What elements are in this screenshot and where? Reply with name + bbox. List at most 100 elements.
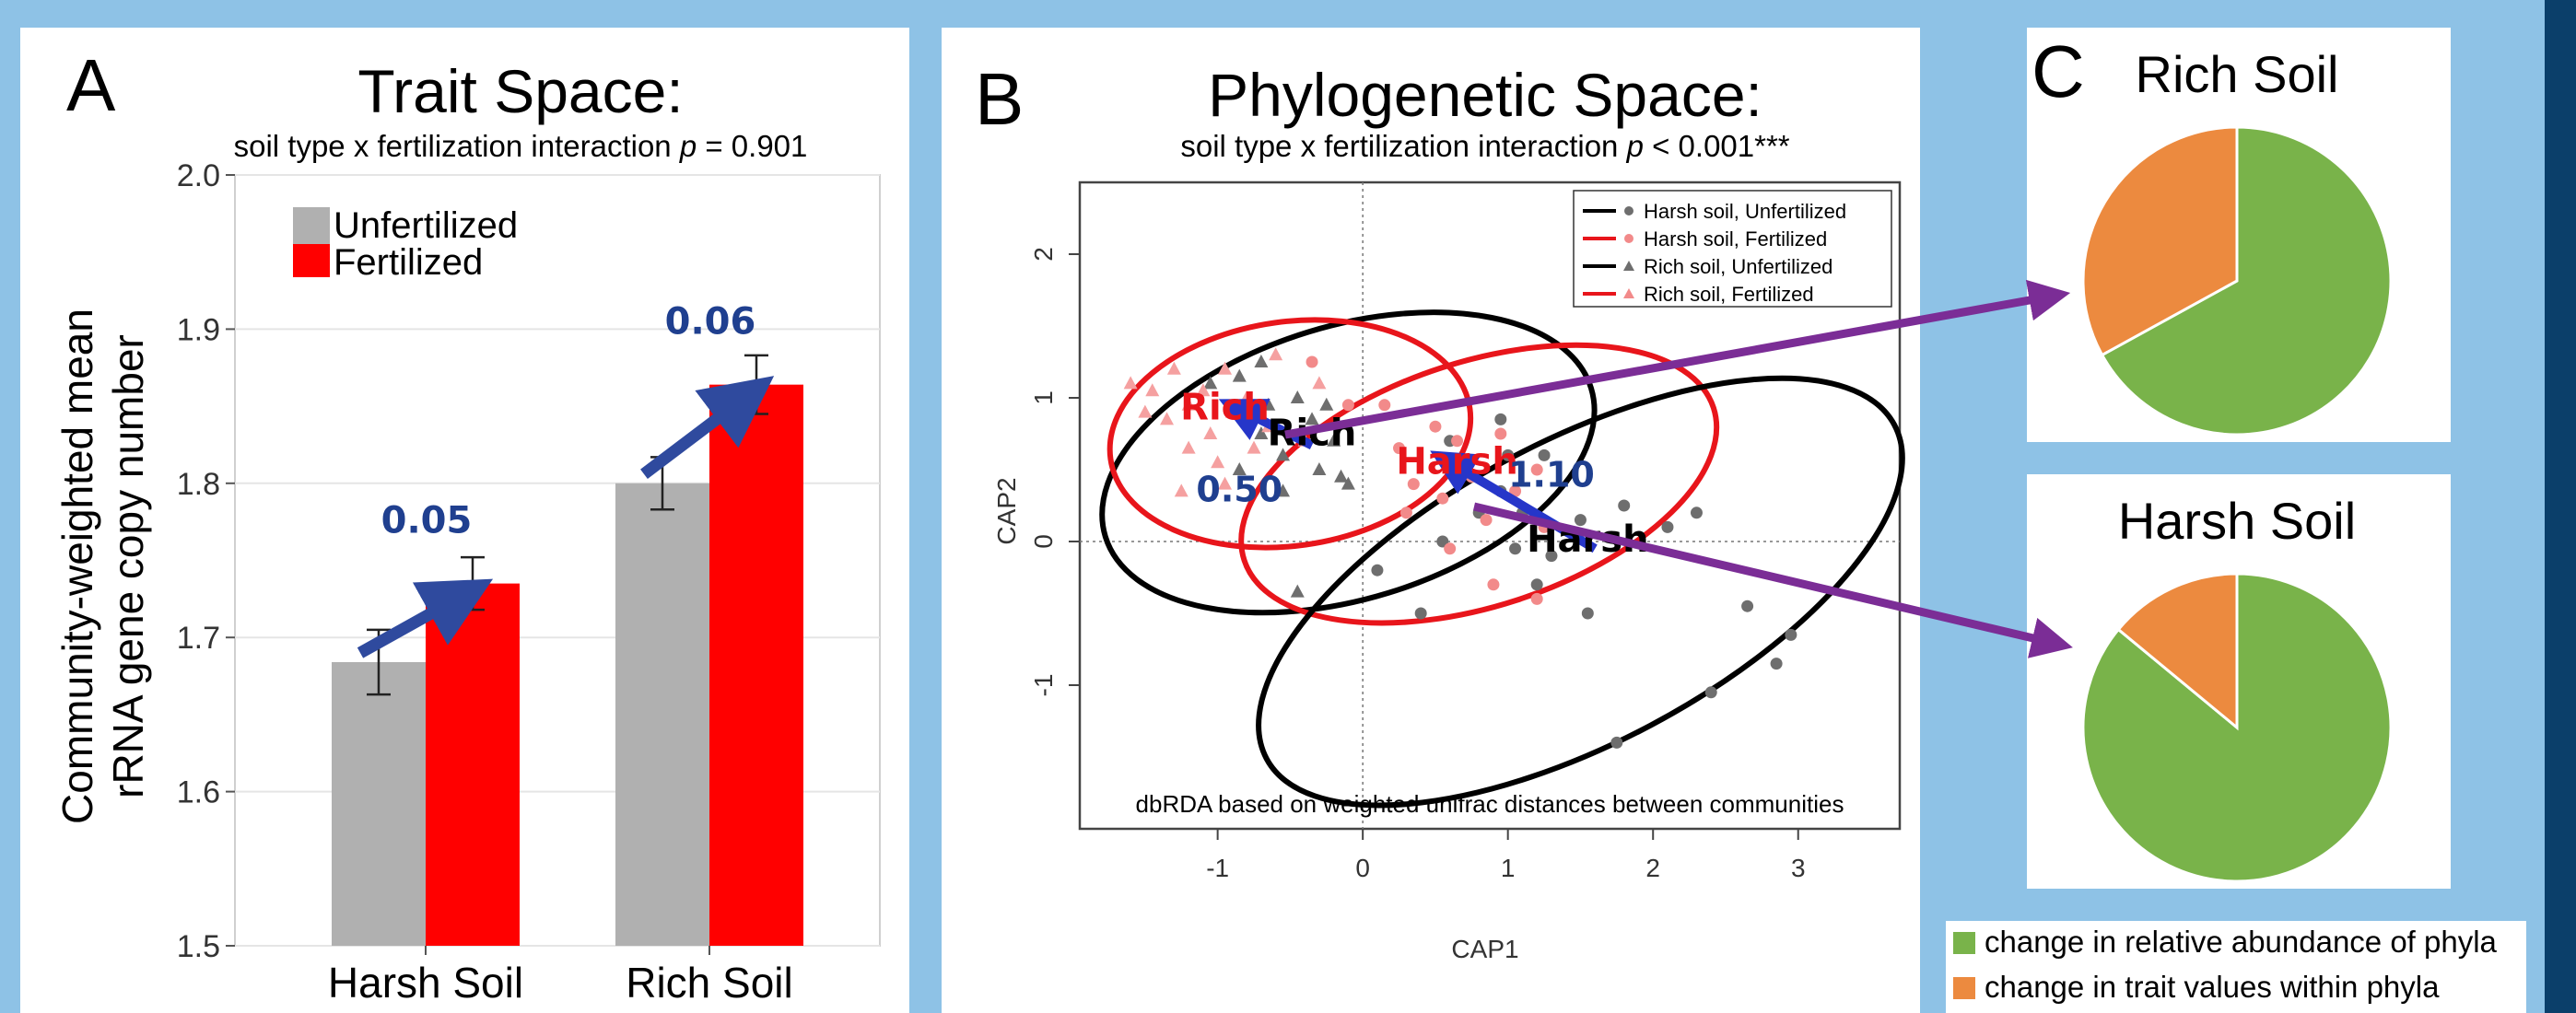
point [1341,399,1354,412]
confidence-ellipse [1107,317,1474,551]
x-tick-label: 0 [1355,854,1370,882]
point [1276,448,1291,461]
arrow-rich-to-pie [1284,279,2071,439]
distance-label: 0.50 [1196,469,1282,509]
y-tick-label: 1.6 [177,775,220,810]
point [1436,492,1449,505]
point [1444,542,1457,555]
x-tick-label: 3 [1791,854,1806,882]
point [1290,390,1305,403]
point [1502,448,1515,461]
legend-marker [1623,288,1634,298]
bar-unfertilized-0 [332,661,426,946]
panel-a-plot: 1.5 1.6 1.7 1.8 1.9 2.0 Harsh Soil 0.05 Rich Soi… [177,158,881,1007]
y-tick-label: 2.0 [177,158,220,193]
point [1393,442,1406,455]
panel-a-ylabel-line2: rRNA gene copy number [104,334,152,798]
legend-marker [1624,234,1633,243]
legend-label-unfertilized: Unfertilized [334,205,518,246]
point [1232,462,1247,475]
point [1785,628,1797,641]
centroid-label: Harsh [1396,441,1517,483]
point [1269,347,1283,361]
centroid-shift-arrow [1218,399,1315,449]
point [1218,476,1233,490]
point [1574,514,1587,527]
point [1312,376,1327,390]
point [1123,376,1138,390]
point [1160,412,1175,425]
shift-value-label: 0.05 [381,500,473,542]
centroid-label: Rich [1180,386,1270,428]
panel-a: A Trait Space: soil type x fertilization… [53,44,881,1007]
point [1276,483,1291,497]
legend-swatch-trait [1953,977,1975,999]
panel-b: B Phylogenetic Space: soil type x fertil… [975,58,1905,963]
panel-b-ylabel: CAP2 [992,477,1021,544]
point [1312,462,1327,475]
point [1145,383,1160,397]
confidence-ellipse [1238,342,1720,626]
point [1538,448,1551,461]
panel-b-footnote: dbRDA based on weighted unifrac distance… [1136,790,1844,818]
pie-slice-trait [2081,125,2239,357]
y-tick-label: 1.9 [177,312,220,347]
x-tick-label: -1 [1206,854,1229,882]
point [1290,584,1305,598]
pie-title-rich: Rich Soil [2136,45,2339,103]
panel-b-letter: B [975,58,1024,140]
x-tick-label: Rich Soil [626,959,793,1007]
scatter-legend-label: Rich soil, Unfertilized [1644,255,1832,278]
centroid-shift-arrow [1430,450,1598,553]
right-edge-strip [2545,0,2576,1013]
point [1530,592,1543,605]
y-tick-label: 1.8 [177,467,220,502]
point [1494,427,1507,440]
panel-a-title: Trait Space: [357,57,683,125]
legend-marker [1624,206,1633,215]
point [1581,607,1594,620]
point [1378,399,1391,412]
legend-label-abundance: change in relative abundance of phyla [1985,925,2498,959]
bar-fertilized-0 [426,583,520,946]
point [1306,355,1318,368]
panel-b-subtitle: soil type x fertilization interaction p … [1180,129,1789,163]
panel-c-pies [2081,125,2393,883]
point [1407,478,1420,491]
panel-b-title: Phylogenetic Space: [1208,61,1762,129]
point [1371,564,1384,576]
panel-b-xlabel: CAP1 [1451,935,1518,963]
fertilization-shift-arrow [640,376,775,479]
pie-slice-trait [2116,572,2239,731]
legend-label-fertilized: Fertilized [334,242,483,283]
arrow-harsh-to-pie [1472,502,2073,658]
point [1181,440,1196,454]
connector-arrows [1284,279,2073,658]
point [1254,355,1269,367]
point [1305,412,1319,425]
point [1166,361,1181,375]
point [1211,455,1225,469]
point [1414,607,1427,620]
point [1618,499,1631,512]
y-tick-label: -1 [1029,674,1058,697]
point [1334,469,1349,483]
y-tick-label: 1.7 [177,621,220,656]
point [1704,686,1717,699]
y-tick-label: 2 [1029,247,1058,262]
point [1174,483,1188,497]
point [1480,514,1493,527]
point [1770,658,1783,670]
legend-label-trait: change in trait values within phyla [1985,970,2440,1004]
point [1487,578,1500,591]
pie-title-harsh: Harsh Soil [2118,492,2356,550]
bar-unfertilized-1 [615,483,709,946]
point [1203,376,1218,390]
fertilization-shift-arrow [357,578,494,658]
point [1741,600,1754,612]
panel-a-ylabel-line1: Community-weighted mean [53,309,101,824]
point [1610,736,1623,749]
point [1196,383,1211,397]
panel-c-letter: C [2032,30,2085,112]
point [1661,520,1674,533]
